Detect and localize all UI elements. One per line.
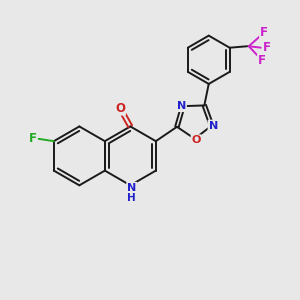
Text: N: N — [208, 121, 218, 130]
Text: H: H — [128, 193, 136, 203]
Text: F: F — [260, 26, 268, 40]
Text: O: O — [191, 135, 201, 145]
Text: F: F — [258, 55, 266, 68]
Text: F: F — [28, 132, 37, 145]
Text: N: N — [177, 101, 186, 111]
Text: O: O — [115, 102, 125, 115]
Text: N: N — [127, 183, 136, 193]
Text: F: F — [262, 41, 271, 54]
